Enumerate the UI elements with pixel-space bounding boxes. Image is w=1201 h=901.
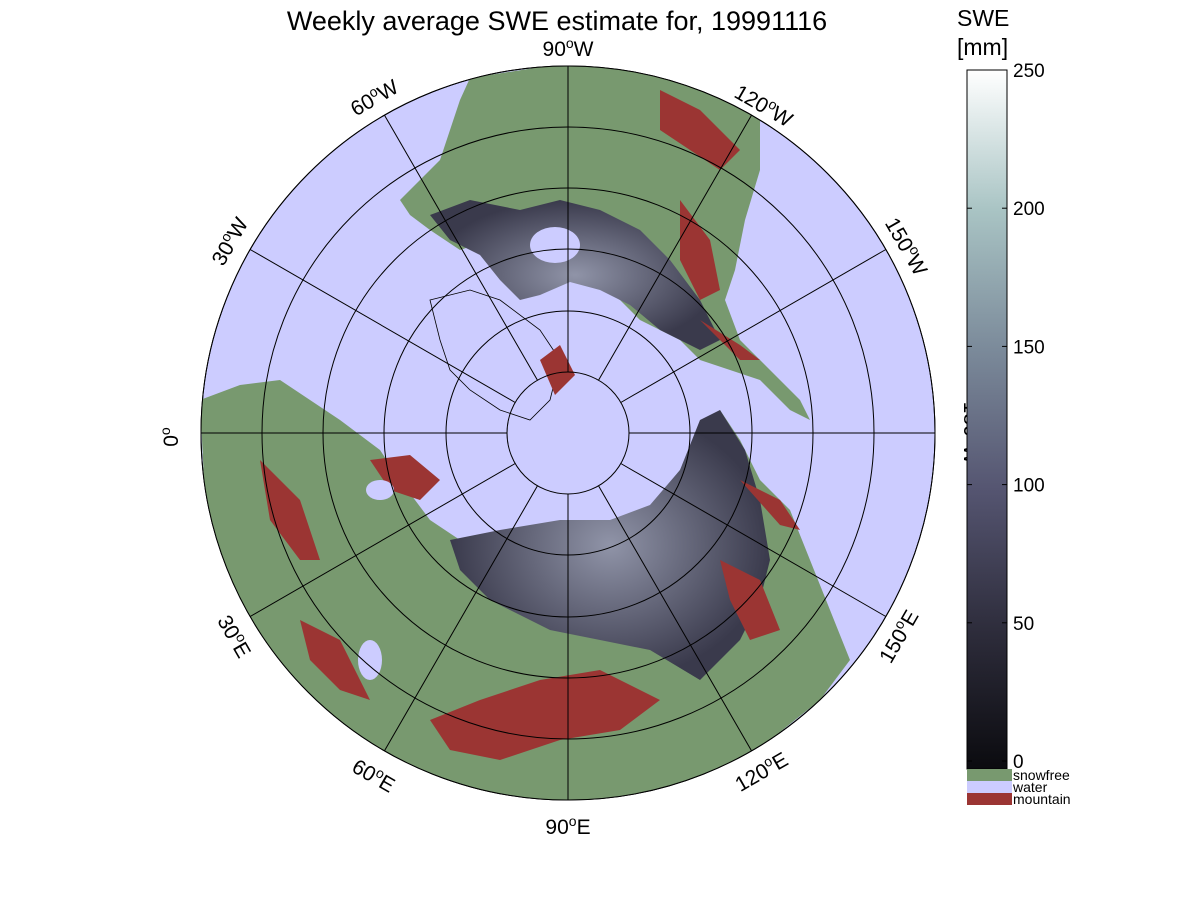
north-america-snow [430,200,720,350]
colorbar-tick-label: 150 [1013,337,1045,358]
colorbar-tick-label: 50 [1013,614,1034,635]
colorbar-gradient [966,69,1008,770]
meridian-lines [201,66,935,800]
legend-swatch-water [967,781,1012,793]
colorbar-tick-label: 250 [1013,61,1045,82]
lon-label-90e: 90oE [545,813,590,839]
legend-label-mountain: mountain [1013,791,1071,807]
colorbar-title: SWE [957,5,1009,31]
colorbar-tick-label: 0 [1013,752,1024,773]
colorbar-ticks: 250 200 150 100 50 0 [967,61,1045,773]
legend-label-snowfree: snowfree [1013,767,1070,783]
legend-label-water: water [1012,779,1048,795]
eurasia-snow [450,410,770,680]
landmasses [201,66,850,800]
colorbar: SWE [mm] 250 200 150 100 50 0 snowfreewatermo… [957,5,1071,807]
map-border [200,65,936,801]
colorbar-unit: [mm] [957,34,1008,60]
lon-label-90w: 90oW [543,35,594,61]
polar-map [200,65,936,801]
colorbar-tick-label: 200 [1013,199,1045,220]
lon-label-60e: 60oE [348,753,400,798]
colorbar-tick-label: 100 [1013,476,1045,497]
map-title: Weekly average SWE estimate for, 1999111… [287,6,827,36]
legend-swatch-mountain [967,793,1012,805]
legend-swatch-snowfree [967,769,1012,781]
lon-label-0: 0o [157,427,183,447]
